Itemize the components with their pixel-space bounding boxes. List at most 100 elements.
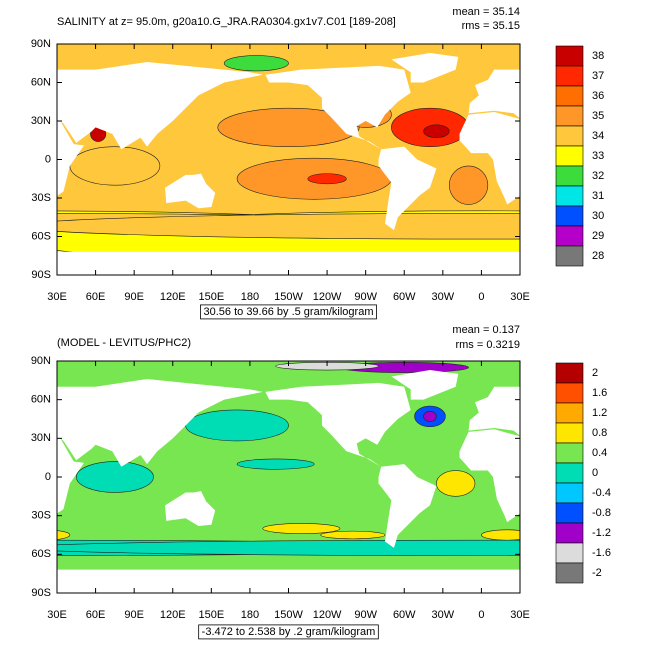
y-tick-label: 0 — [45, 153, 51, 165]
field-patch — [0, 108, 6, 146]
land — [628, 491, 647, 526]
field-patch — [423, 124, 450, 138]
land — [628, 174, 647, 209]
land — [265, 382, 411, 467]
x-tick-label: 30E — [47, 291, 67, 303]
land — [391, 370, 459, 400]
x-tick-label: 60W — [393, 609, 416, 621]
y-tick-label: 60N — [31, 76, 51, 88]
field-patch — [57, 539, 520, 556]
land — [165, 491, 216, 526]
colorbar-box — [555, 562, 584, 584]
land — [468, 69, 520, 119]
land — [57, 119, 85, 196]
colorbar-box — [555, 185, 584, 207]
colorbar-box — [555, 145, 584, 167]
x-tick-label: 30E — [510, 291, 530, 303]
field-patch — [0, 471, 12, 497]
x-tick-label: 90W — [354, 291, 377, 303]
y-tick-label: 30S — [31, 192, 51, 204]
colorbar-label: 0.8 — [592, 427, 607, 439]
colorbar-box — [555, 482, 584, 504]
colorbar-label: 36 — [592, 90, 604, 102]
colorbar-box — [555, 225, 584, 247]
colorbar-box — [555, 65, 584, 87]
colorbar-box — [555, 362, 584, 384]
colorbar-label: -1.2 — [592, 527, 611, 539]
field-patch — [0, 166, 25, 205]
x-tick-label: 180 — [241, 609, 259, 621]
colorbar-label: -1.6 — [592, 547, 611, 559]
field-patch — [0, 362, 6, 372]
colorbar-label: 1.6 — [592, 387, 607, 399]
field-patch — [185, 409, 289, 442]
colorbar-label: 0.4 — [592, 447, 607, 459]
x-tick-label: 150W — [274, 609, 303, 621]
colorbar-box — [555, 125, 584, 147]
x-tick-label: 120W — [313, 291, 342, 303]
x-tick-label: 30W — [432, 609, 455, 621]
y-tick-label: 90S — [31, 269, 51, 281]
y-tick-label: 60S — [31, 548, 51, 560]
stat: rms = 35.15 — [462, 20, 520, 32]
y-tick-label: 90N — [31, 355, 51, 367]
colorbar-box — [555, 542, 584, 564]
x-tick-label: 120W — [313, 609, 342, 621]
field-patch — [236, 458, 315, 470]
land — [391, 52, 459, 83]
colorbar-box — [555, 45, 584, 67]
x-tick-label: 0 — [478, 291, 484, 303]
colorbar-label: 34 — [592, 130, 604, 142]
field-patch — [423, 410, 437, 422]
field-patch — [0, 213, 18, 239]
y-tick-label: 60S — [31, 230, 51, 242]
info-box — [198, 624, 379, 640]
field-patch — [0, 540, 18, 555]
map — [0, 44, 647, 275]
field-patch — [69, 146, 161, 186]
y-tick-label: 60N — [31, 394, 51, 406]
colorbar-label: 30 — [592, 210, 604, 222]
colorbar-box — [555, 165, 584, 187]
field-patch — [57, 530, 71, 540]
x-tick-label: 120E — [160, 291, 186, 303]
panel-title: SALINITY at z= 95.0m, g20a10.G_JRA.RA030… — [57, 16, 396, 28]
y-tick-label: 30S — [31, 510, 51, 522]
colorbar-label: 0 — [592, 467, 598, 479]
land — [249, 251, 520, 275]
land — [459, 112, 520, 205]
colorbar-label: 33 — [592, 150, 604, 162]
colorbar-box — [555, 462, 584, 484]
colorbar-label: 37 — [592, 70, 604, 82]
colorbar-box — [555, 502, 584, 524]
land — [468, 386, 520, 436]
x-tick-label: 150E — [198, 291, 224, 303]
colorbar-label: 32 — [592, 170, 604, 182]
x-tick-label: 150W — [274, 291, 303, 303]
map — [0, 361, 647, 593]
colorbar-box — [555, 422, 584, 444]
colorbar-label: 31 — [592, 190, 604, 202]
x-tick-label: 180 — [241, 291, 259, 303]
stat: mean = 35.14 — [452, 6, 520, 18]
field-patch — [320, 530, 386, 540]
colorbar-box — [555, 382, 584, 404]
colorbar-label: -0.4 — [592, 487, 611, 499]
y-tick-label: 30N — [31, 432, 51, 444]
x-tick-label: 60W — [393, 291, 416, 303]
field-patch — [481, 529, 520, 541]
colorbar-label: 1.2 — [592, 407, 607, 419]
field-patch — [75, 461, 154, 493]
y-tick-label: 90S — [31, 587, 51, 599]
x-tick-label: 120E — [160, 609, 186, 621]
colorbar-label: 35 — [592, 110, 604, 122]
colorbar-box — [555, 205, 584, 227]
field-patch — [436, 470, 476, 497]
y-tick-label: 90N — [31, 38, 51, 50]
land — [265, 65, 411, 150]
land — [57, 61, 263, 150]
x-tick-label: 30W — [432, 291, 455, 303]
info-box — [200, 304, 377, 320]
stat: rms = 0.3219 — [455, 339, 520, 351]
x-tick-label: 0 — [478, 609, 484, 621]
